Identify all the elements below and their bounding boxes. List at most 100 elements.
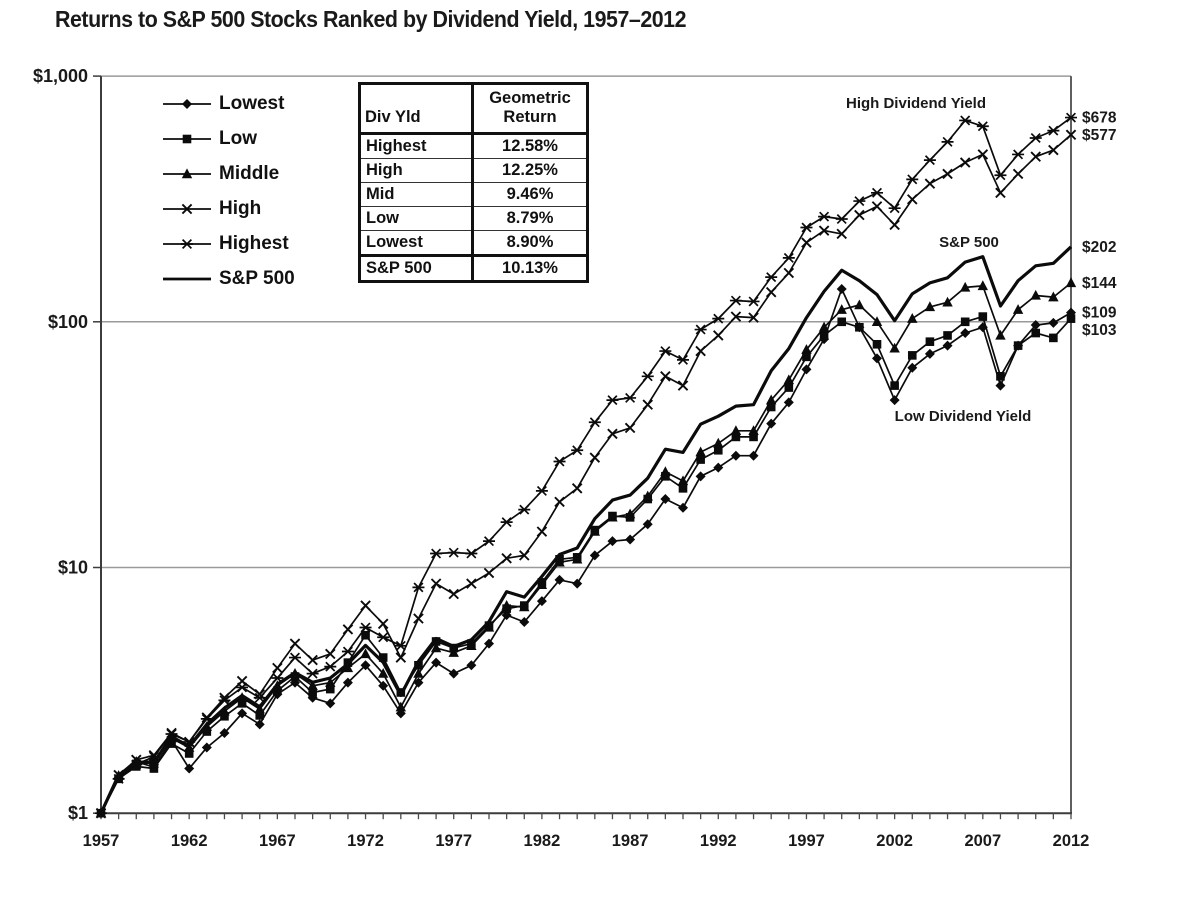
table-cell-div-yld: Low — [359, 205, 474, 231]
diamond-marker — [748, 450, 759, 461]
square-marker — [220, 711, 229, 721]
diamond-marker — [1013, 340, 1024, 351]
x-marker — [907, 194, 918, 205]
square-marker — [925, 337, 935, 346]
xstar-marker — [976, 121, 989, 132]
chart-legend: Lowest Low Middle High Highest S&P 500 — [162, 86, 295, 296]
x-tick-label: 1972 — [347, 832, 384, 850]
diamond-marker — [431, 657, 442, 668]
xstar-marker — [483, 536, 495, 547]
table-cell-div-yld: Highest — [359, 132, 474, 159]
x-marker — [642, 399, 653, 410]
diamond-marker — [484, 638, 494, 649]
x-marker — [536, 526, 548, 537]
xstar-marker — [641, 371, 654, 382]
square-marker — [907, 351, 917, 360]
triangle-marker — [181, 167, 193, 178]
diamond-marker — [836, 283, 847, 294]
diamond-marker — [924, 348, 935, 359]
x-marker — [289, 638, 301, 649]
xstar-marker — [694, 324, 707, 335]
x-tick-label: 2007 — [964, 832, 1001, 850]
square-marker — [467, 639, 476, 648]
table-cell-return: 12.58% — [472, 132, 588, 159]
legend-glyph-triangle — [163, 167, 211, 178]
triangle-marker — [1012, 304, 1024, 314]
diamond-marker — [201, 742, 212, 753]
table-cell-return: 8.90% — [472, 229, 588, 256]
triangle-marker — [977, 280, 989, 291]
diamond-marker — [395, 708, 406, 719]
xstar-marker — [1012, 149, 1025, 160]
series-end-value: $144 — [1082, 275, 1117, 292]
series-end-value: $577 — [1082, 127, 1116, 144]
x-tick-label: 1967 — [259, 832, 296, 850]
xstar-marker — [1065, 112, 1077, 123]
diamond-marker — [378, 680, 389, 691]
xstar-marker — [677, 354, 689, 365]
x-tick-label: 1957 — [83, 832, 120, 850]
xstar-marker — [377, 632, 390, 643]
xstar-marker — [535, 485, 548, 496]
table-cell-div-yld: S&P 500 — [359, 253, 474, 282]
x-marker — [607, 428, 618, 440]
legend-glyph-diamond — [163, 98, 211, 109]
diamond-marker — [713, 462, 724, 473]
diamond-marker — [642, 519, 653, 530]
xstar-marker — [906, 174, 919, 185]
x-marker — [1012, 168, 1024, 180]
x-tick-label: 1992 — [700, 832, 737, 850]
table-row: S&P 500 10.13% — [359, 253, 588, 282]
diamond-marker — [960, 328, 971, 339]
diamond-marker — [942, 340, 953, 351]
xstar-marker — [941, 136, 954, 147]
x-marker — [995, 187, 1006, 199]
square-marker — [537, 578, 547, 587]
diamond-marker — [554, 574, 565, 585]
square-marker — [872, 339, 882, 349]
square-marker — [182, 134, 192, 143]
x-marker — [483, 567, 495, 579]
square-marker — [325, 684, 335, 694]
diamond-marker — [519, 617, 530, 628]
triangle-marker — [818, 321, 830, 332]
xstar-marker — [500, 517, 513, 528]
square-marker — [237, 699, 247, 708]
series-end-value: $109 — [1082, 305, 1117, 322]
square-marker — [661, 472, 670, 481]
x-marker — [1030, 151, 1042, 162]
x-marker — [325, 648, 336, 660]
x-marker — [448, 588, 459, 600]
diamond-marker — [801, 364, 812, 375]
square-marker — [519, 601, 529, 610]
xstar-marker — [218, 695, 231, 706]
diamond-marker — [695, 471, 706, 482]
x-marker — [695, 345, 706, 357]
diamond-marker — [182, 98, 192, 109]
triangle-marker — [360, 648, 371, 659]
legend-glyph-x — [163, 203, 211, 214]
x-marker — [377, 618, 389, 630]
xstar-marker — [835, 214, 848, 225]
square-marker — [255, 711, 265, 720]
square-marker — [202, 727, 212, 736]
square-marker — [978, 312, 988, 321]
diamond-marker — [819, 334, 830, 345]
triangle-marker — [377, 667, 389, 678]
x-marker — [395, 652, 407, 663]
diamond-marker — [219, 728, 230, 739]
x-marker — [818, 225, 830, 236]
diamond-marker — [872, 353, 882, 364]
square-marker — [766, 402, 776, 412]
legend-item-lowest: Lowest — [162, 86, 295, 121]
x-tick-label: 1982 — [524, 832, 561, 850]
square-marker — [713, 445, 723, 455]
square-marker — [943, 331, 952, 340]
triangle-marker — [430, 642, 442, 653]
xstar-marker — [394, 640, 407, 651]
diamond-marker — [536, 596, 547, 607]
legend-glyph-xstar — [163, 238, 211, 249]
x-marker — [977, 149, 989, 160]
legend-glyph-square — [163, 134, 211, 143]
xstar-marker — [712, 313, 725, 324]
